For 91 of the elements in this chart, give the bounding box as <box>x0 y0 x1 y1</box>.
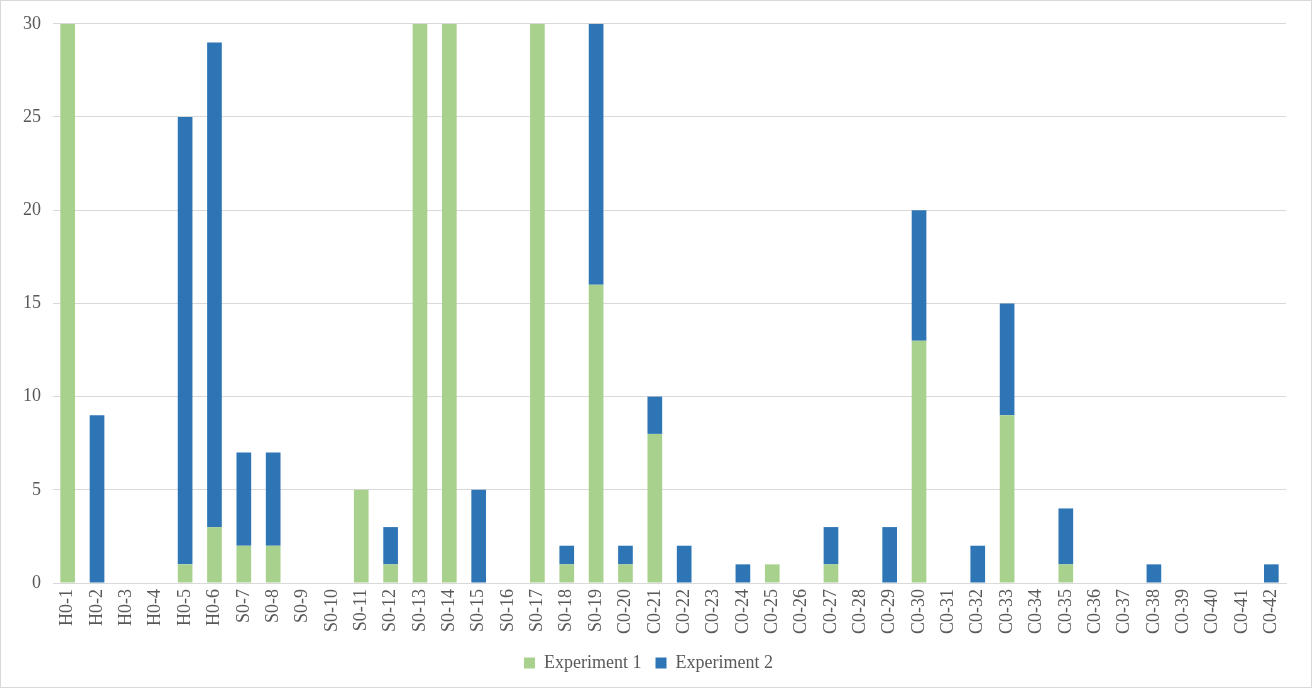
bar <box>236 545 252 583</box>
y-tick-label: 30 <box>23 12 41 33</box>
x-tick-label: S0-9 <box>291 589 312 624</box>
y-tick-label: 15 <box>23 292 41 313</box>
x-tick-label: H0-5 <box>173 589 194 626</box>
x-tick-label: S0-15 <box>467 589 488 633</box>
bar <box>383 527 398 565</box>
legend-label: Experiment 2 <box>675 651 773 672</box>
bar <box>647 433 663 583</box>
x-tick-label: C0-37 <box>1113 589 1134 634</box>
bar <box>207 42 222 528</box>
bar <box>764 564 780 583</box>
bar <box>530 23 545 583</box>
bar <box>676 545 692 583</box>
x-tick-label: S0-11 <box>349 589 370 632</box>
x-tick-label: S0-14 <box>438 589 459 633</box>
x-tick-label: C0-27 <box>819 589 840 634</box>
y-tick-label: 25 <box>23 105 41 126</box>
x-tick-label: H0-1 <box>56 589 77 626</box>
bar <box>588 23 604 285</box>
bar <box>441 23 457 583</box>
x-tick-label: H0-6 <box>203 589 224 626</box>
bar <box>618 564 633 583</box>
x-tick-label: C0-22 <box>672 589 693 634</box>
bar <box>618 545 633 565</box>
x-tick-label: C0-31 <box>937 589 958 634</box>
x-tick-label: S0-10 <box>320 589 341 633</box>
x-tick-label: C0-33 <box>995 589 1016 634</box>
bar <box>265 452 281 546</box>
bar <box>911 340 927 583</box>
bar <box>970 545 986 583</box>
y-tick-label: 5 <box>32 478 41 499</box>
x-tick-label: S0-13 <box>408 589 429 633</box>
x-tick-label: C0-35 <box>1054 589 1075 634</box>
bar <box>559 564 575 583</box>
x-tick-label: C0-36 <box>1083 589 1104 634</box>
x-tick-label: S0-18 <box>555 589 576 633</box>
bar <box>207 527 222 583</box>
bar <box>177 564 193 583</box>
bar <box>999 303 1015 416</box>
bar <box>735 564 751 583</box>
bar <box>1058 564 1074 583</box>
bar <box>999 415 1015 583</box>
x-tick-label: C0-34 <box>1025 589 1046 634</box>
x-tick-label: H0-4 <box>144 589 165 626</box>
x-tick-label: C0-32 <box>966 589 987 634</box>
x-tick-label: C0-42 <box>1260 589 1281 634</box>
x-tick-label: S0-8 <box>261 589 282 624</box>
x-tick-label: S0-7 <box>232 589 253 624</box>
x-tick-label: C0-41 <box>1230 589 1251 634</box>
bar <box>823 527 839 565</box>
y-tick-label: 10 <box>23 385 41 406</box>
bar <box>647 396 663 434</box>
bar <box>383 564 398 583</box>
bar <box>1263 564 1279 583</box>
x-tick-label: H0-3 <box>115 589 136 626</box>
x-tick-label: C0-38 <box>1142 589 1163 634</box>
y-tick-label: 20 <box>23 198 41 219</box>
bar <box>823 564 839 583</box>
bar <box>1058 508 1074 565</box>
x-tick-label: C0-25 <box>760 589 781 634</box>
bar <box>60 23 76 583</box>
x-tick-label: C0-39 <box>1171 589 1192 634</box>
x-tick-label: C0-28 <box>849 589 870 634</box>
x-tick-label: C0-26 <box>790 589 811 634</box>
bar <box>177 117 193 565</box>
x-tick-label: C0-30 <box>907 589 928 634</box>
bar <box>588 284 604 583</box>
x-tick-label: S0-19 <box>584 589 605 633</box>
bar <box>471 489 487 583</box>
x-tick-label: C0-23 <box>702 589 723 634</box>
bar <box>559 545 575 565</box>
legend-label: Experiment 1 <box>544 651 642 672</box>
x-tick-label: S0-16 <box>496 589 517 633</box>
bar <box>353 489 369 583</box>
x-tick-label: H0-2 <box>85 589 106 626</box>
bar <box>265 545 281 583</box>
x-tick-label: C0-29 <box>878 589 899 634</box>
bar <box>412 23 428 583</box>
bar <box>1146 564 1162 583</box>
bar <box>911 210 927 341</box>
x-tick-label: C0-20 <box>614 589 635 634</box>
bar <box>89 415 105 583</box>
y-tick-label: 0 <box>32 571 41 592</box>
x-tick-label: C0-24 <box>731 589 752 634</box>
x-tick-label: S0-17 <box>526 589 547 633</box>
bar <box>882 527 898 583</box>
x-tick-label: S0-12 <box>379 589 400 633</box>
x-tick-label: C0-40 <box>1201 589 1222 634</box>
x-tick-label: C0-21 <box>643 589 664 634</box>
bar <box>236 452 252 546</box>
